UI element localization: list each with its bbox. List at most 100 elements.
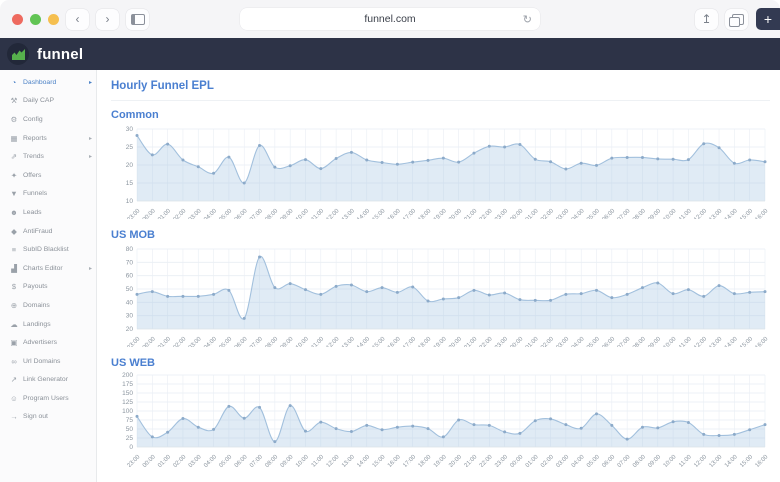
svg-text:30: 30	[126, 126, 134, 133]
share-button[interactable]: ↥	[695, 8, 718, 30]
sidebar-item-charts-editor[interactable]: ▟ Charts Editor ▸	[0, 259, 96, 278]
bar-chart-icon: ▦	[10, 133, 18, 143]
sign-out-icon: →	[10, 412, 18, 422]
chart-section-us-mob: US MOB 20 30 40 50 60 70 80 23:00 00:00 01:00 02:00…	[111, 229, 770, 347]
gridlines	[136, 128, 766, 202]
svg-text:14:00: 14:00	[356, 336, 371, 347]
sidebar-item-subid-blacklist[interactable]: ≡ SubID Blacklist	[0, 240, 96, 259]
data-point-markers	[135, 404, 767, 444]
dashboard-icon: ◔	[11, 77, 17, 87]
sidebar-item-domains[interactable]: ⊕ Domains	[0, 296, 96, 315]
app-header: funnel	[0, 38, 780, 70]
sidebar-item-leads[interactable]: ☻ Leads	[0, 203, 96, 222]
svg-text:03:00: 03:00	[555, 208, 570, 219]
sidebar-item-label: Funnels	[23, 190, 48, 198]
sidebar-item-daily-cap[interactable]: ⚒ Daily CAP	[0, 92, 96, 111]
svg-text:00:00: 00:00	[509, 336, 524, 347]
sidebar-item-url-domains[interactable]: ∞ Url Domains	[0, 352, 96, 371]
sidebar-item-offers[interactable]: ✦ Offers	[0, 166, 96, 185]
chart-title: US MOB	[111, 229, 155, 241]
page-title: Hourly Funnel EPL	[111, 73, 770, 101]
svg-text:25: 25	[126, 435, 134, 442]
svg-text:00:00: 00:00	[142, 208, 157, 219]
svg-text:18:00: 18:00	[418, 336, 433, 347]
reload-icon[interactable]: ↻	[522, 13, 532, 26]
sidebar-item-funnels[interactable]: ▼ Funnels	[0, 185, 96, 204]
svg-text:13:00: 13:00	[341, 336, 356, 347]
gears-icon: ⚙	[10, 114, 18, 124]
link-icon: ∞	[11, 356, 17, 366]
svg-text:06:00: 06:00	[601, 336, 616, 347]
chart-title: US WEB	[111, 357, 155, 369]
minimize-window-icon[interactable]	[30, 13, 41, 25]
svg-text:05:00: 05:00	[586, 208, 601, 219]
sidebar-item-payouts[interactable]: $ Payouts	[0, 278, 96, 297]
svg-text:13:00: 13:00	[709, 336, 724, 347]
zoom-window-icon[interactable]	[48, 13, 59, 25]
svg-text:25: 25	[126, 144, 134, 151]
sidebar-item-link-generator[interactable]: ↗ Link Generator	[0, 371, 96, 390]
sidebar-item-sign-out[interactable]: → Sign out	[0, 408, 96, 427]
sidebar-item-program-users[interactable]: ☺ Program Users	[0, 389, 96, 408]
svg-text:23:00: 23:00	[494, 454, 509, 467]
sidebar-item-config[interactable]: ⚙ Config	[0, 110, 96, 129]
sidebar-item-label: Offers	[23, 171, 42, 179]
y-axis-labels: 20 30 40 50 60 70 80	[126, 246, 134, 333]
back-button[interactable]: ‹	[66, 8, 89, 30]
svg-text:18:00: 18:00	[418, 208, 433, 219]
svg-text:06:00: 06:00	[234, 454, 249, 467]
svg-text:14:00: 14:00	[724, 208, 739, 219]
svg-text:12:00: 12:00	[326, 336, 341, 347]
svg-text:14:00: 14:00	[356, 208, 371, 219]
area-fill	[137, 256, 765, 329]
svg-text:23:00: 23:00	[494, 208, 509, 219]
sidebar-item-advertisers[interactable]: ▣ Advertisers	[0, 333, 96, 352]
svg-text:07:00: 07:00	[249, 454, 264, 467]
forward-button[interactable]: ›	[96, 8, 119, 30]
svg-text:06:00: 06:00	[601, 208, 616, 219]
sidebar-item-trends[interactable]: ⇗ Trends ▸	[0, 147, 96, 166]
svg-text:17:00: 17:00	[402, 454, 417, 467]
sidebar-item-landings[interactable]: ☁ Landings	[0, 315, 96, 334]
svg-text:20: 20	[126, 326, 134, 333]
svg-text:04:00: 04:00	[203, 208, 218, 219]
sidebar-item-reports[interactable]: ▦ Reports ▸	[0, 129, 96, 148]
svg-text:03:00: 03:00	[188, 336, 203, 347]
svg-text:07:00: 07:00	[249, 208, 264, 219]
svg-text:200: 200	[122, 372, 133, 379]
sidebar-item-label: Leads	[23, 208, 42, 216]
svg-text:11:00: 11:00	[678, 208, 693, 219]
sidebar-toggle-button[interactable]	[126, 8, 149, 30]
svg-text:11:00: 11:00	[678, 336, 693, 347]
svg-text:08:00: 08:00	[632, 208, 647, 219]
svg-text:10: 10	[126, 198, 134, 205]
sidebar-item-antifraud[interactable]: ◆ AntiFraud	[0, 222, 96, 241]
address-bar[interactable]: funnel.com ↻	[240, 8, 540, 30]
svg-text:175: 175	[122, 381, 133, 388]
svg-text:04:00: 04:00	[203, 454, 218, 467]
svg-text:30: 30	[126, 313, 134, 320]
y-axis-labels: 0 25 50 75 100 125 150 175 200	[122, 372, 133, 451]
x-axis-labels: 23:00 00:00 01:00 02:00 03:00 04:00 05:00 06:00…	[127, 336, 770, 347]
shield-icon: ◆	[11, 226, 17, 236]
sidebar-item-label: SubID Blacklist	[23, 246, 69, 254]
tab-overview-button[interactable]	[725, 8, 748, 30]
svg-text:09:00: 09:00	[280, 454, 295, 467]
close-window-icon[interactable]	[12, 13, 23, 25]
svg-text:18:00: 18:00	[418, 454, 433, 467]
sidebar-item-label: Payouts	[23, 283, 48, 291]
svg-text:50: 50	[126, 286, 134, 293]
svg-text:20: 20	[126, 162, 134, 169]
svg-text:15: 15	[126, 180, 134, 187]
svg-text:12:00: 12:00	[693, 454, 708, 467]
sidebar-item-dashboard[interactable]: ◔ Dashboard ▸	[0, 73, 96, 92]
svg-text:11:00: 11:00	[311, 208, 326, 219]
svg-text:70: 70	[126, 259, 134, 266]
svg-text:08:00: 08:00	[632, 454, 647, 467]
svg-text:16:00: 16:00	[755, 454, 770, 467]
svg-text:40: 40	[126, 299, 134, 306]
new-tab-button[interactable]: +	[756, 8, 780, 30]
svg-text:14:00: 14:00	[724, 454, 739, 467]
sidebar-item-label: Charts Editor	[23, 264, 63, 272]
